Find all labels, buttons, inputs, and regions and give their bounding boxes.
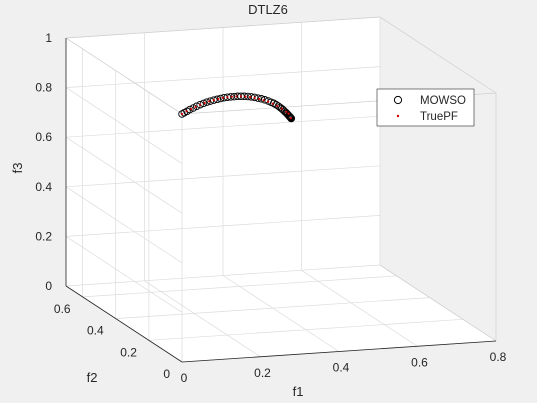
data-point-mowso — [210, 96, 218, 104]
data-point-truepf — [239, 95, 243, 98]
data-point-truepf — [285, 110, 288, 113]
data-point-mowso — [287, 114, 296, 123]
y-tick-label: 0.6 — [54, 302, 71, 316]
x-axis-line — [181, 340, 497, 363]
y-tick-label: 0 — [163, 367, 170, 381]
legend-box — [376, 88, 475, 127]
grid-z-left — [65, 136, 183, 214]
data-point-truepf — [271, 102, 274, 105]
grid-y-floor — [148, 318, 463, 341]
data-point-mowso — [272, 101, 281, 109]
data-point-truepf — [253, 96, 256, 99]
z-tick-label: 1 — [45, 31, 52, 45]
data-point-truepf — [208, 100, 211, 103]
y-tick-label: 0.2 — [120, 345, 137, 359]
data-point-truepf — [244, 95, 247, 98]
legend-label-truepf: TruePF — [420, 111, 458, 123]
grid-z-back — [65, 264, 381, 287]
box-edge — [65, 37, 183, 115]
data-point-truepf — [226, 96, 229, 99]
z-tick-label: 0.2 — [35, 229, 52, 243]
grid-x-floor — [144, 280, 261, 358]
x-tick-label: 0.2 — [254, 366, 271, 380]
data-point-mowso — [186, 105, 194, 114]
x-tick-label: 0.6 — [411, 355, 428, 369]
grid-z-back — [65, 115, 381, 138]
grid-x-floor — [301, 270, 418, 347]
data-point-mowso — [278, 104, 286, 113]
chart-title: DTLZ6 — [248, 2, 288, 17]
x-tick-label: 0.4 — [333, 361, 350, 375]
data-point-mowso — [261, 96, 269, 104]
x-tick-label: 0.8 — [490, 350, 507, 364]
box-edge — [65, 16, 381, 39]
data-point-truepf — [199, 103, 202, 106]
grid-z-back — [65, 215, 381, 237]
legend-marker-truepf — [396, 114, 400, 118]
data-point-mowso — [250, 93, 259, 102]
data-point-truepf — [185, 110, 188, 113]
data-point-truepf — [235, 95, 238, 98]
legend: MOWSO TruePF — [376, 88, 475, 127]
grid-z-left — [65, 186, 183, 264]
data-point-truepf — [258, 97, 261, 100]
data-point-truepf — [180, 112, 184, 116]
data-point-truepf — [212, 99, 215, 102]
data-point-truepf — [217, 97, 220, 100]
plot-marks — [178, 92, 296, 123]
data-point-truepf — [230, 95, 233, 98]
legend-marker-mowso — [393, 95, 403, 105]
grid-y-floor — [115, 297, 430, 319]
z-tick-label: 0.6 — [35, 130, 52, 144]
data-point-truepf — [203, 101, 206, 105]
data-point-truepf — [287, 112, 290, 115]
grid-z-back — [65, 66, 381, 88]
data-point-truepf — [289, 117, 292, 120]
grid-y-floor — [82, 275, 397, 298]
legend-label-mowso: MOWSO — [420, 95, 466, 107]
data-point-mowso — [203, 98, 211, 106]
z-tick-label: 0.8 — [35, 81, 52, 95]
box-edge — [379, 16, 497, 94]
data-point-mowso — [196, 100, 204, 109]
grid-x-floor — [222, 275, 340, 352]
data-point-truepf — [280, 107, 283, 110]
data-point-truepf — [221, 96, 224, 99]
box-edge — [379, 264, 497, 342]
z-axis-label: f3 — [10, 163, 25, 174]
data-point-truepf — [190, 108, 193, 111]
y-tick-label: 0.4 — [87, 324, 104, 338]
data-point-mowso — [192, 102, 201, 110]
x-axis-label: f1 — [293, 384, 304, 399]
z-tick-label: 0.4 — [35, 180, 52, 194]
z-tick-label: 0 — [45, 279, 52, 293]
data-point-truepf — [262, 99, 265, 102]
data-point-truepf — [267, 100, 270, 103]
data-point-truepf — [248, 96, 252, 99]
axes-3d: 0 0.2 0.4 0.6 0.800.20.40.600.20.40.60.81 — [35, 16, 507, 385]
grid-z-left — [65, 87, 183, 164]
grid-z-left — [65, 236, 183, 313]
data-point-truepf — [194, 105, 197, 108]
y-axis-label: f2 — [87, 370, 98, 385]
grid-z-back — [65, 165, 381, 188]
data-point-truepf — [276, 104, 279, 108]
x-tick-label: 0 — [181, 371, 188, 385]
y-axis-line — [65, 285, 183, 363]
data-point-mowso — [199, 99, 208, 108]
